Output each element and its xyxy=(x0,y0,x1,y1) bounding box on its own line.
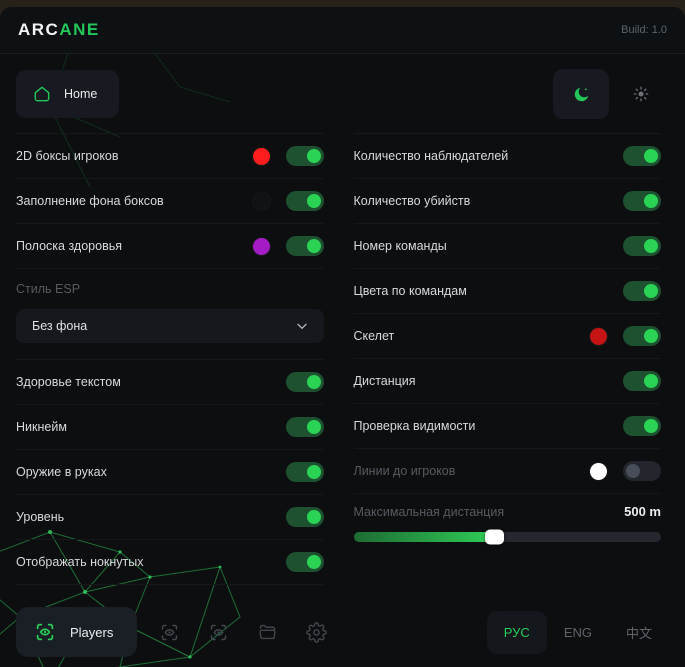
setting-label: Уровень xyxy=(16,510,65,524)
app-logo: ARCANE xyxy=(18,20,100,40)
gear-icon xyxy=(306,621,327,643)
toggle-switch[interactable] xyxy=(285,372,324,392)
setting-label: Заполнение фона боксов xyxy=(16,194,164,208)
toggle-switch[interactable] xyxy=(623,281,661,301)
setting-row-health-bar: Полоска здоровья xyxy=(16,224,324,269)
tab-settings[interactable] xyxy=(292,608,340,656)
setting-row-nickname: Никнейм xyxy=(16,405,324,450)
toggle-switch[interactable] xyxy=(285,462,324,482)
setting-row-team-number: Номер команды xyxy=(353,224,661,269)
moon-icon xyxy=(572,85,591,104)
sun-icon xyxy=(632,85,650,103)
max-distance-label: Максимальная дистанция xyxy=(353,504,505,519)
language-zh[interactable]: 中文 xyxy=(625,625,652,641)
settings-panels: 2D боксы игроков Заполнение фона боксов … xyxy=(16,133,661,585)
toggle-switch[interactable] xyxy=(623,236,661,256)
setting-row-kills: Количество убийств xyxy=(353,179,661,224)
home-button[interactable]: Home xyxy=(16,70,120,118)
setting-row-level: Уровень xyxy=(16,495,324,540)
toggle-switch[interactable] xyxy=(285,236,324,256)
setting-row-health-text: Здоровье текстом xyxy=(16,360,324,405)
setting-label: Оружие в руках xyxy=(16,465,107,479)
tab-players-label: Players xyxy=(70,624,114,640)
theme-switcher xyxy=(553,69,669,119)
color-swatch[interactable] xyxy=(252,237,270,255)
setting-row-visibility-check: Проверка видимости xyxy=(353,404,661,449)
max-distance-value: 500 m xyxy=(624,504,661,519)
esp-style-label: Стиль ESP xyxy=(16,282,81,296)
language-rus[interactable]: РУС xyxy=(486,610,547,654)
build-version: Build: 1.0 xyxy=(621,24,667,36)
bottom-bar: Players xyxy=(0,597,685,667)
setting-label: Линии до игроков xyxy=(353,464,456,478)
tab-configs[interactable] xyxy=(243,608,291,656)
esp-left-panel: 2D боксы игроков Заполнение фона боксов … xyxy=(16,133,324,585)
toggle-switch[interactable] xyxy=(623,191,661,211)
setting-label: Полоска здоровья xyxy=(16,239,122,253)
setting-label: Здоровье текстом xyxy=(16,375,121,389)
color-swatch[interactable] xyxy=(590,462,607,480)
setting-label: Проверка видимости xyxy=(353,419,476,433)
setting-label: Дистанция xyxy=(353,374,416,388)
toggle-switch[interactable] xyxy=(623,371,661,391)
setting-row-distance: Дистанция xyxy=(353,359,661,404)
setting-label: Отображать нокнутых xyxy=(16,555,144,569)
nav-row: Home xyxy=(16,69,669,119)
home-button-label: Home xyxy=(64,87,98,101)
dark-mode-button[interactable] xyxy=(553,69,609,119)
title-bar: ARCANE Build: 1.0 xyxy=(0,7,685,54)
esp-right-panel: Количество наблюдателей Количество убийс… xyxy=(353,133,661,585)
toggle-switch[interactable] xyxy=(285,552,324,572)
setting-row-skeleton: Скелет xyxy=(353,314,661,359)
slider-handle[interactable] xyxy=(484,529,504,545)
logo-text-accent: ANE xyxy=(59,20,100,39)
setting-row-2d-boxes: 2D боксы игроков xyxy=(16,134,324,179)
eye-scan-icon xyxy=(159,622,180,643)
tab-players[interactable]: Players xyxy=(16,607,138,657)
chevron-down-icon xyxy=(294,318,310,334)
color-swatch[interactable] xyxy=(252,147,270,165)
setting-row-knocked: Отображать нокнутых xyxy=(16,540,324,585)
toggle-switch[interactable] xyxy=(623,146,661,166)
setting-row-team-colors: Цвета по командам xyxy=(353,269,661,314)
setting-label: Цвета по командам xyxy=(353,284,467,298)
color-swatch[interactable] xyxy=(590,327,607,345)
bottom-tabs: Players xyxy=(16,607,340,657)
slider-fill xyxy=(353,529,504,545)
eye-scan-icon xyxy=(208,622,229,643)
toggle-switch[interactable] xyxy=(623,416,661,436)
setting-label: Скелет xyxy=(353,329,395,343)
setting-label: 2D боксы игроков xyxy=(16,149,119,163)
setting-row-player-lines: Линии до игроков xyxy=(353,449,661,494)
toggle-switch[interactable] xyxy=(285,146,324,166)
light-mode-button[interactable] xyxy=(613,69,669,119)
folder-icon xyxy=(257,622,278,643)
tab-aim[interactable] xyxy=(145,608,193,656)
setting-row-spectators: Количество наблюдателей xyxy=(353,134,661,179)
language-switcher: РУС ENG 中文 xyxy=(486,609,669,656)
max-distance-group: Максимальная дистанция 500 m xyxy=(353,494,661,558)
max-distance-slider[interactable] xyxy=(353,529,661,545)
esp-style-group: Стиль ESP Без фона xyxy=(16,269,324,360)
esp-style-value: Без фона xyxy=(32,319,88,333)
color-swatch[interactable] xyxy=(252,192,270,210)
logo-text-primary: ARC xyxy=(18,20,60,39)
tab-visuals[interactable] xyxy=(194,608,242,656)
toggle-switch[interactable] xyxy=(623,461,661,481)
setting-label: Количество убийств xyxy=(353,194,471,208)
toggle-switch[interactable] xyxy=(285,191,324,211)
setting-row-weapon: Оружие в руках xyxy=(16,450,324,495)
setting-label: Номер команды xyxy=(353,239,447,253)
eye-scan-icon xyxy=(34,621,56,643)
language-eng[interactable]: ENG xyxy=(563,624,592,640)
toggle-switch[interactable] xyxy=(285,417,324,437)
setting-label: Количество наблюдателей xyxy=(353,149,509,163)
app-window: ARCANE Build: 1.0 Home xyxy=(0,7,685,667)
toggle-switch[interactable] xyxy=(623,326,661,346)
toggle-switch[interactable] xyxy=(285,507,324,527)
setting-row-box-fill: Заполнение фона боксов xyxy=(16,179,324,224)
setting-label: Никнейм xyxy=(16,420,67,434)
esp-style-dropdown[interactable]: Без фона xyxy=(16,309,324,343)
home-icon xyxy=(32,84,52,104)
